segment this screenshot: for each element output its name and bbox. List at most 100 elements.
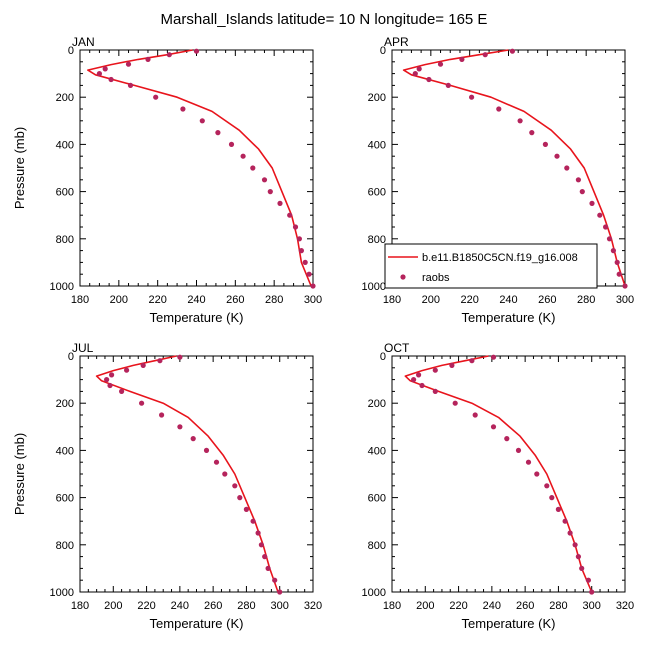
y-tick-label: 1000 [50,281,74,293]
raobs-point [267,189,273,195]
raobs-point [119,388,125,394]
y-tick-label: 0 [380,45,386,57]
raobs-point [215,130,221,136]
x-tick-label: 320 [616,600,634,612]
plot-frame [79,355,314,593]
raobs-point [159,412,165,418]
y-tick-label: 400 [368,445,386,457]
y-tick-label: 600 [56,493,74,505]
y-tick-label: 400 [56,139,74,151]
x-axis-label: Temperature (K) [462,310,556,325]
model-profile-line [87,49,312,287]
raobs-point [564,165,570,171]
raobs-point [140,362,146,368]
raobs-point [572,542,578,548]
raobs-point [589,589,595,595]
raobs-point [277,200,283,206]
raobs-point [603,224,609,230]
raobs-point [534,471,540,477]
y-axis-label: Pressure (mb) [12,433,27,515]
x-tick-label: 300 [304,294,322,306]
x-tick-label: 220 [460,294,478,306]
raobs-point [411,377,417,383]
raobs-point [292,224,299,230]
legend-obs-label: raobs [422,272,450,284]
raobs-point [262,554,268,560]
raobs-point [562,518,568,524]
raobs-point [614,259,620,265]
raobs-point [496,106,502,112]
raobs-point [203,447,210,453]
raobs-point [177,424,183,430]
y-tick-label: 1000 [362,587,386,599]
raobs-point [250,165,256,171]
panels: 180 200 220 240 260 280 300 0 200 400 600 800 1000 JA… [12,35,634,631]
figure-title: Marshall_Islands latitude= 10 N longitud… [161,11,488,28]
x-tick-label: 300 [583,600,601,612]
raobs-point [426,76,432,83]
raobs-point [250,518,256,524]
x-axis-label: Temperature (K) [462,616,556,631]
y-tick-label: 800 [56,234,74,246]
raobs-point [127,82,134,88]
legend-box [384,243,598,289]
raobs-point [255,530,261,536]
raobs-point [509,48,515,54]
raobs-point [549,495,555,501]
raobs-point [199,118,205,124]
raobs-point [277,589,283,595]
y-tick-label: 400 [368,139,386,151]
x-tick-label: 260 [516,600,534,612]
raobs-point [490,424,497,430]
x-tick-label: 260 [204,600,222,612]
x-tick-label: 280 [237,600,255,612]
raobs-point [302,259,308,265]
raobs-point [544,483,550,489]
x-tick-label: 280 [549,600,567,612]
model-profile-line [95,355,279,593]
y-axis-label: Pressure (mb) [12,127,27,209]
y-tick-label: 0 [68,45,74,57]
x-tick-label: 180 [383,600,401,612]
raobs-point [193,48,200,54]
raobs-point [449,362,455,368]
raobs-point [139,400,145,406]
raobs-point [575,177,582,183]
raobs-point [432,388,438,394]
x-tick-label: 200 [110,294,128,306]
raobs-point [482,52,488,58]
raobs-point [102,66,108,72]
x-tick-label: 200 [416,600,434,612]
panel-jul: 180 200 220 240 260 280 300 320 0 200 400 600 800 100… [12,341,322,631]
raobs-point [180,106,186,112]
raobs-point [452,400,458,406]
model-profile-line [402,49,626,287]
panel-oct: 180 200 220 240 260 280 300 320 0 200 400 600 800 100… [362,341,635,631]
raobs-point [622,283,628,289]
raobs-point [109,372,115,378]
raobs-point [472,412,478,418]
x-tick-label: 280 [577,294,595,306]
y-tick-label: 800 [368,540,386,552]
raobs-point [437,61,444,67]
raobs-point [306,271,312,277]
raobs-point [240,153,246,159]
y-tick-label: 600 [368,187,386,199]
raobs-point [104,377,110,383]
raobs-point [265,565,271,572]
x-tick-label: 180 [383,294,401,306]
raobs-point [243,506,249,512]
model-profile-line [404,355,593,593]
raobs-point [554,153,560,159]
y-tick-label: 200 [56,92,74,104]
raobs-point [469,94,475,100]
raobs-point [432,367,438,373]
x-tick-label: 240 [499,294,517,306]
raobs-point [504,436,510,442]
x-tick-label: 220 [148,294,166,306]
raobs-point [579,189,585,195]
raobs-point [616,271,622,277]
raobs-point [228,141,235,147]
